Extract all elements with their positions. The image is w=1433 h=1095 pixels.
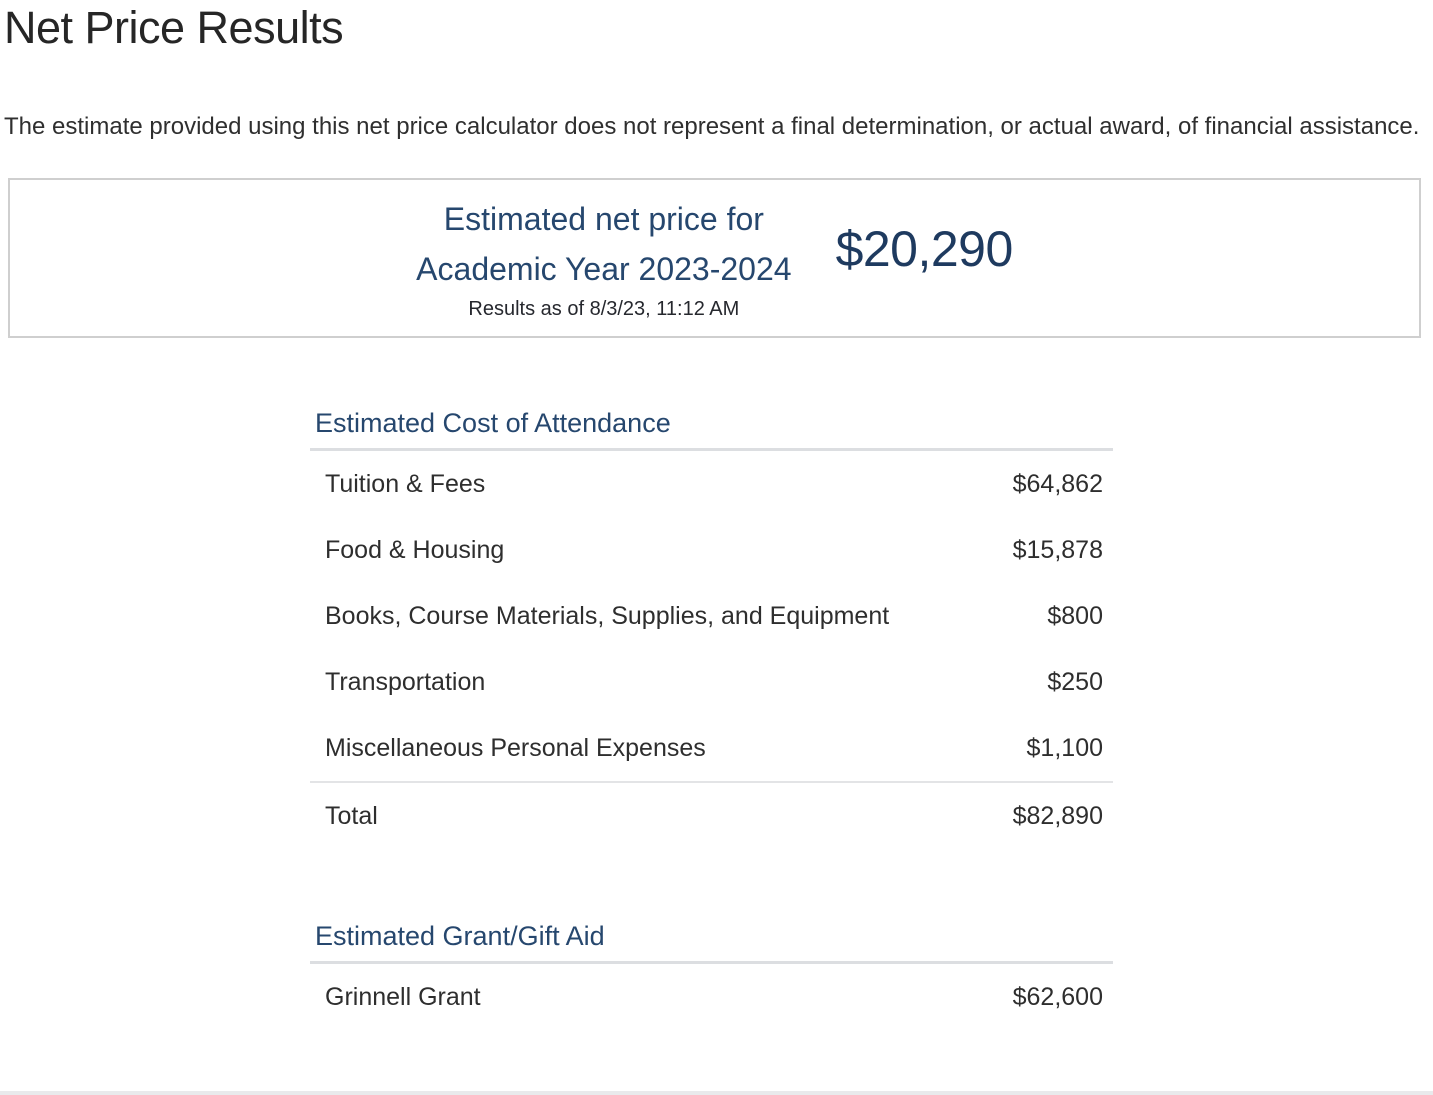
total-amount: $82,890 <box>1012 802 1103 830</box>
row-label: Tuition & Fees <box>325 470 486 498</box>
row-label: Food & Housing <box>325 536 505 564</box>
row-label: Grinnell Grant <box>325 983 481 1011</box>
cost-of-attendance-section: Estimated Cost of Attendance Tuition & F… <box>310 408 1113 849</box>
table-row: Grinnell Grant $62,600 <box>310 964 1113 1030</box>
row-label: Miscellaneous Personal Expenses <box>325 734 706 762</box>
table-row: Food & Housing $15,878 <box>310 517 1113 583</box>
disclaimer-text: The estimate provided using this net pri… <box>4 113 1420 140</box>
page-title: Net Price Results <box>4 2 344 53</box>
row-amount: $1,100 <box>1026 734 1103 762</box>
row-label: Transportation <box>325 668 486 696</box>
row-label: Books, Course Materials, Supplies, and E… <box>325 602 890 630</box>
table-row: Tuition & Fees $64,862 <box>310 451 1113 517</box>
total-label: Total <box>325 802 378 830</box>
total-row: Total $82,890 <box>310 781 1113 849</box>
results-timestamp: Results as of 8/3/23, 11:12 AM <box>468 298 740 320</box>
net-price-amount: $20,290 <box>835 221 1014 277</box>
row-amount: $64,862 <box>1012 470 1103 498</box>
grant-gift-aid-heading: Estimated Grant/Gift Aid <box>310 921 1113 964</box>
row-amount: $15,878 <box>1012 536 1103 564</box>
cost-of-attendance-heading: Estimated Cost of Attendance <box>310 408 1113 451</box>
table-row: Transportation $250 <box>310 649 1113 715</box>
table-row: Miscellaneous Personal Expenses $1,100 <box>310 715 1113 781</box>
grant-gift-aid-section: Estimated Grant/Gift Aid Grinnell Grant … <box>310 921 1113 1030</box>
summary-heading-line2: Academic Year 2023-2024 <box>416 251 792 287</box>
table-row: Books, Course Materials, Supplies, and E… <box>310 583 1113 649</box>
row-amount: $62,600 <box>1012 983 1103 1011</box>
summary-heading-block: Estimated net price for Academic Year 20… <box>416 194 791 322</box>
bottom-edge-divider <box>0 1091 1433 1095</box>
row-amount: $250 <box>1047 668 1103 696</box>
summary-heading-line1: Estimated net price for <box>443 201 764 237</box>
estimated-net-price-box: Estimated net price for Academic Year 20… <box>8 178 1421 338</box>
row-amount: $800 <box>1047 602 1103 630</box>
summary-heading: Estimated net price for Academic Year 20… <box>416 194 791 294</box>
